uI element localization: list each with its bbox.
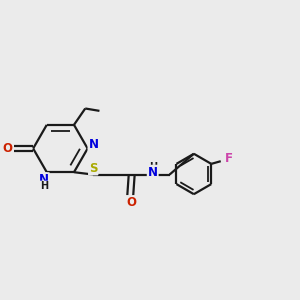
Text: O: O (2, 142, 12, 155)
Text: N: N (148, 166, 158, 179)
Text: N: N (39, 173, 49, 186)
Text: F: F (224, 152, 232, 165)
Text: H: H (148, 162, 157, 172)
Text: S: S (89, 161, 98, 175)
Text: H: H (40, 182, 48, 191)
Text: O: O (126, 196, 136, 209)
Text: N: N (88, 138, 98, 152)
